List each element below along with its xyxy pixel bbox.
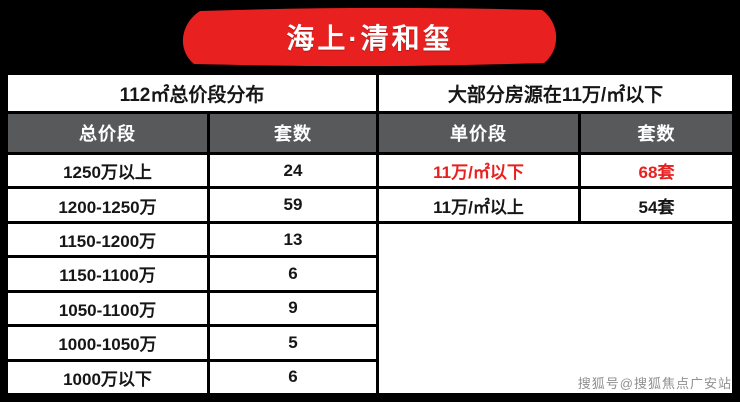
table-cell-count: 13 [210, 223, 376, 256]
page-title: 海上·清和玺 [286, 23, 454, 54]
empty-area [379, 223, 732, 393]
table-cell-count: 6 [210, 258, 376, 290]
table-cell-unit-price: 11万/㎡以上 [379, 189, 578, 221]
table-cell-count-highlight: 68套 [581, 155, 732, 187]
left-header-price-range: 总价段 [8, 114, 207, 152]
left-table-title: 112㎡总价段分布 [8, 75, 376, 111]
title-banner: 海上·清和玺 [174, 7, 566, 67]
table-cell-count: 9 [210, 292, 376, 325]
table-cell-price-range: 1050-1100万 [8, 292, 207, 325]
table-cell-count: 5 [210, 327, 376, 359]
right-header-unit-price-range: 单价段 [379, 114, 578, 152]
table-cell-count: 54套 [581, 189, 732, 221]
table-cell-price-range: 1000万以下 [8, 361, 207, 393]
price-tables: 112㎡总价段分布 大部分房源在11万/㎡以下 总价段 套数 单价段 套数 12… [8, 75, 732, 393]
ribbon-shape-icon [182, 7, 557, 67]
watermark: 搜狐号@搜狐焦点广安站 [577, 376, 732, 391]
right-header-unit-count: 套数 [581, 114, 732, 152]
table-cell-price-range: 1200-1250万 [8, 189, 207, 221]
right-table-title: 大部分房源在11万/㎡以下 [379, 75, 732, 111]
table-cell-count: 6 [210, 361, 376, 393]
table-cell-price-range: 1000-1050万 [8, 327, 207, 359]
table-cell-count: 59 [210, 189, 376, 221]
table-cell-price-range: 1250万以上 [8, 155, 207, 187]
table-cell-unit-price-highlight: 11万/㎡以下 [379, 155, 578, 187]
table-cell-price-range: 1150-1200万 [8, 223, 207, 256]
left-header-unit-count: 套数 [210, 114, 376, 152]
table-cell-price-range: 1150-1100万 [8, 258, 207, 290]
table-cell-count: 24 [210, 155, 376, 187]
